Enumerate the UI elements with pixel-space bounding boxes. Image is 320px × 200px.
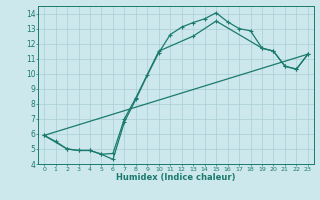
X-axis label: Humidex (Indice chaleur): Humidex (Indice chaleur)	[116, 173, 236, 182]
